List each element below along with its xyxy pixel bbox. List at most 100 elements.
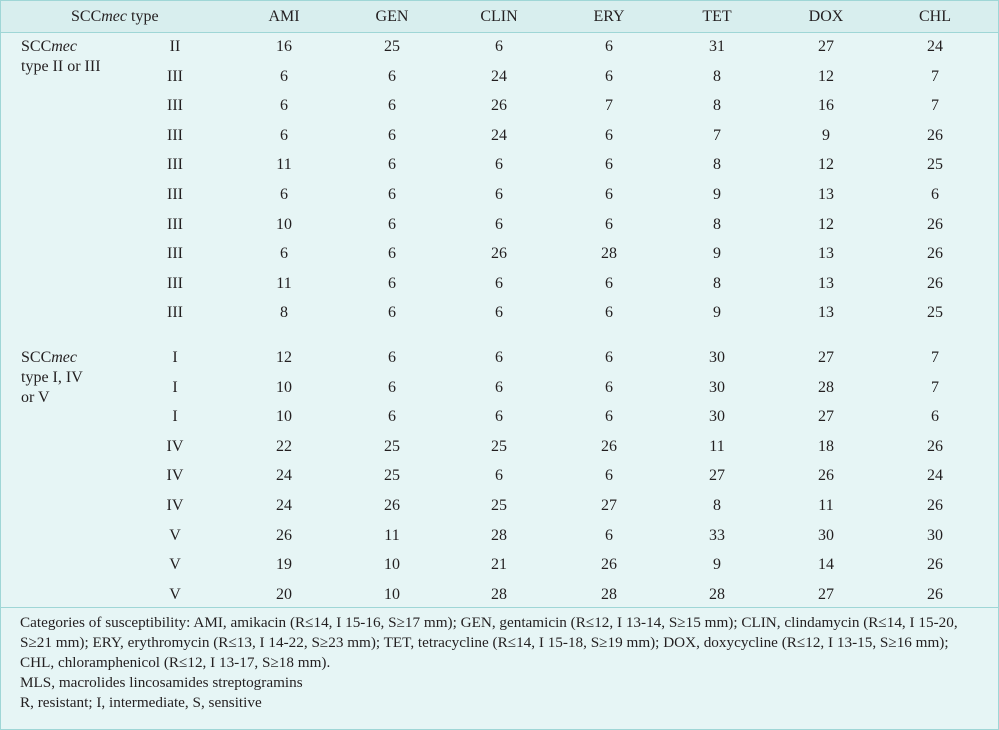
value-cell-gen: 10 (384, 556, 400, 574)
sccmec-type-cell: IV (166, 467, 184, 485)
sccmec-type-cell: I (172, 408, 178, 426)
value-cell-tet: 30 (709, 408, 725, 426)
value-cell-chl: 26 (927, 126, 943, 144)
value-cell-tet: 7 (713, 126, 721, 144)
value-cell-dox: 30 (818, 526, 834, 544)
value-cell-dox: 18 (818, 437, 834, 455)
value-cell-chl: 30 (927, 526, 943, 544)
value-cell-clin: 6 (495, 467, 503, 485)
value-cell-ery: 6 (605, 156, 613, 174)
value-cell-ery: 6 (605, 408, 613, 426)
value-cell-dox: 28 (818, 378, 834, 396)
value-cell-clin: 6 (495, 408, 503, 426)
group-label: SCCmec type I, IV or V (21, 349, 83, 406)
value-cell-ery: 26 (601, 556, 617, 574)
value-cell-clin: 6 (495, 349, 503, 366)
value-cell-tet: 30 (709, 378, 725, 396)
value-cell-tet: 9 (713, 304, 721, 322)
value-cell-clin: 6 (495, 274, 503, 292)
value-cell-chl: 7 (931, 97, 939, 115)
value-cell-tet: 8 (713, 497, 721, 514)
value-cell-tet: 33 (709, 526, 725, 544)
value-cell-ami: 6 (280, 67, 288, 85)
value-cell-ami: 6 (280, 97, 288, 115)
value-cell-chl: 26 (927, 437, 943, 455)
value-cell-ami: 10 (276, 408, 292, 426)
value-cell-tet: 8 (713, 156, 721, 174)
sccmec-type-cell: III (167, 245, 183, 263)
value-cell-gen: 6 (388, 378, 396, 396)
value-cell-gen: 6 (388, 304, 396, 322)
value-cell-ery: 6 (605, 186, 613, 203)
value-cell-ami: 10 (276, 215, 292, 233)
footnote-legend: R, resistant; I, intermediate, S, sensit… (20, 694, 262, 711)
value-cell-ery: 6 (605, 126, 613, 144)
sccmec-type-cell: I (172, 349, 178, 366)
value-cell-ami: 26 (276, 526, 292, 544)
value-cell-tet: 27 (709, 467, 725, 485)
value-cell-ami: 20 (276, 585, 292, 603)
table-row: III 6 6 24 6 8 12 7 (1, 67, 998, 89)
value-cell-ery: 6 (605, 38, 613, 55)
value-cell-ami: 10 (276, 378, 292, 396)
value-cell-gen: 6 (388, 97, 396, 115)
value-cell-ami: 24 (276, 467, 292, 485)
value-cell-chl: 7 (931, 349, 939, 366)
table-body: SCCmec type II or III II 16 25 6 6 31 27 24 III 6 6 2… (1, 33, 998, 607)
value-cell-chl: 24 (927, 467, 943, 485)
value-cell-tet: 9 (713, 556, 721, 574)
table-row: IV 24 26 25 27 8 11 26 (1, 496, 998, 518)
value-cell-chl: 6 (931, 186, 939, 203)
type-column-header: SCCmec type (71, 8, 159, 25)
sccmec-type-cell: IV (166, 437, 184, 455)
value-cell-clin: 26 (491, 97, 507, 115)
value-cell-chl: 26 (927, 274, 943, 292)
value-cell-ami: 11 (276, 274, 292, 292)
value-cell-gen: 25 (384, 38, 400, 55)
value-cell-gen: 25 (384, 437, 400, 455)
table-row: III 11 6 6 6 8 13 26 (1, 274, 998, 296)
value-cell-clin: 6 (495, 186, 503, 203)
value-cell-ami: 16 (276, 38, 292, 55)
value-cell-dox: 27 (818, 585, 834, 603)
value-cell-gen: 6 (388, 245, 396, 263)
value-cell-tet: 9 (713, 245, 721, 263)
value-cell-ery: 6 (605, 304, 613, 322)
value-cell-ery: 6 (605, 215, 613, 233)
value-cell-dox: 12 (818, 67, 834, 85)
sccmec-type-cell: III (167, 97, 183, 115)
value-cell-clin: 6 (495, 378, 503, 396)
value-cell-ery: 27 (601, 497, 617, 514)
value-cell-clin: 24 (491, 126, 507, 144)
value-cell-clin: 6 (495, 304, 503, 322)
value-cell-clin: 6 (495, 156, 503, 174)
value-cell-gen: 25 (384, 467, 400, 485)
sccmec-type-cell: IV (166, 497, 184, 514)
sccmec-type-cell: V (169, 556, 181, 574)
column-header-gen: GEN (375, 8, 409, 25)
column-header-ery: ERY (593, 8, 625, 25)
value-cell-tet: 8 (713, 97, 721, 115)
value-cell-ery: 6 (605, 526, 613, 544)
table-row: III 6 6 24 6 7 9 26 (1, 126, 998, 148)
value-cell-tet: 11 (709, 437, 725, 455)
value-cell-dox: 12 (818, 156, 834, 174)
value-cell-tet: 8 (713, 274, 721, 292)
sccmec-type-cell: III (167, 304, 183, 322)
value-cell-chl: 26 (927, 585, 943, 603)
value-cell-gen: 10 (384, 585, 400, 603)
value-cell-dox: 9 (822, 126, 830, 144)
value-cell-chl: 6 (931, 408, 939, 426)
value-cell-gen: 26 (384, 497, 400, 514)
value-cell-ami: 19 (276, 556, 292, 574)
value-cell-ami: 22 (276, 437, 292, 455)
value-cell-ery: 28 (601, 585, 617, 603)
value-cell-gen: 6 (388, 349, 396, 366)
value-cell-gen: 6 (388, 67, 396, 85)
value-cell-dox: 13 (818, 186, 834, 203)
table-row: III 6 6 6 6 9 13 6 (1, 185, 998, 207)
group-label: SCCmec type II or III (21, 38, 101, 75)
sccmec-type-cell: V (169, 585, 181, 603)
column-header-ami: AMI (268, 8, 300, 25)
